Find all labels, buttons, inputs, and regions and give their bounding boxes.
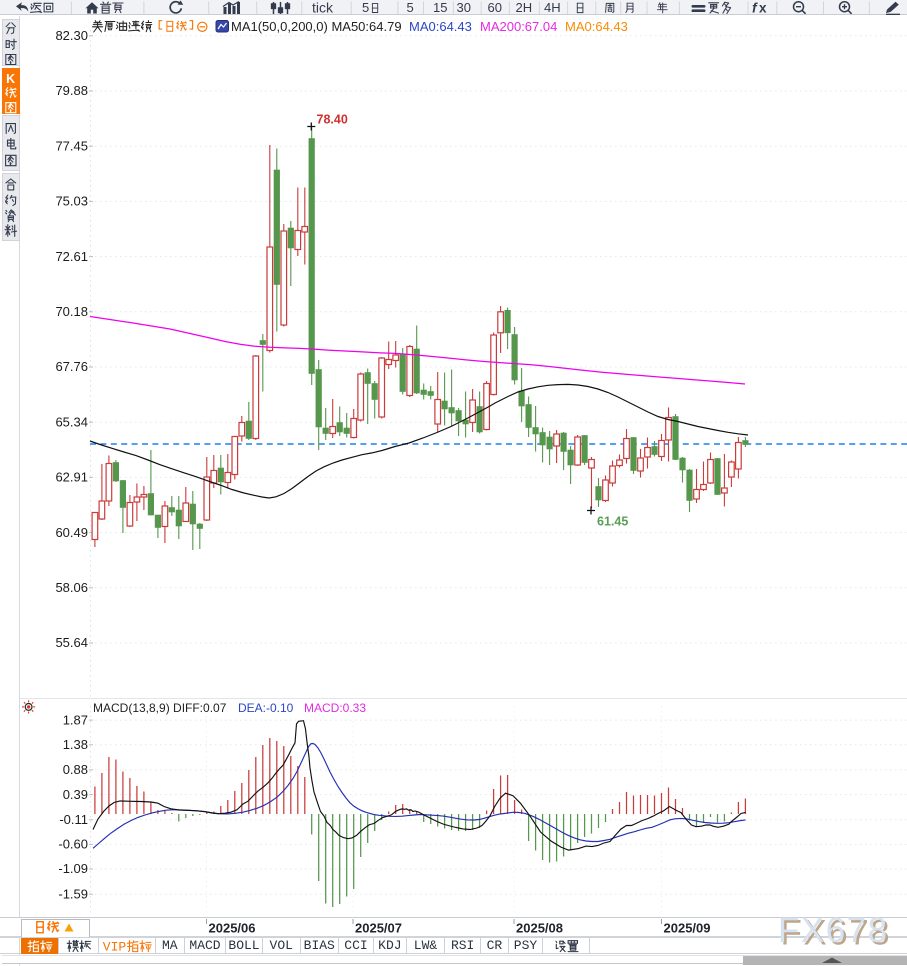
svg-text:f: f [752,0,758,15]
svg-text:2H: 2H [516,0,533,15]
svg-text:0.88: 0.88 [63,762,88,777]
svg-text:DEA:-0.10: DEA:-0.10 [238,701,294,715]
svg-text:2025/07: 2025/07 [355,921,402,936]
svg-text:67.76: 67.76 [55,359,88,374]
svg-text:62.91: 62.91 [55,470,88,485]
svg-text:x: x [759,1,767,16]
svg-text:MACD(13,8,9) DIFF:0.07: MACD(13,8,9) DIFF:0.07 [93,701,227,715]
svg-text:4H: 4H [544,0,561,15]
svg-text:78.40: 78.40 [317,113,348,127]
svg-text:-0.60: -0.60 [58,837,88,852]
svg-text:15: 15 [433,0,447,15]
svg-text:2025/06: 2025/06 [209,921,256,936]
svg-text:2025/08: 2025/08 [516,921,563,936]
svg-text:-1.59: -1.59 [58,886,88,901]
svg-text:65.34: 65.34 [55,414,88,429]
svg-text:55.64: 55.64 [55,635,88,650]
svg-text:61.45: 61.45 [597,515,628,529]
svg-text:30: 30 [457,0,471,15]
svg-text:1.87: 1.87 [63,712,88,727]
svg-text:72.61: 72.61 [55,249,88,264]
svg-text:82.30: 82.30 [55,28,88,43]
svg-text:-1.09: -1.09 [58,861,88,876]
svg-text:MACD:0.33: MACD:0.33 [304,701,366,715]
svg-text:1.38: 1.38 [63,737,88,752]
svg-text:2025/09: 2025/09 [664,921,711,936]
svg-text:-0.11: -0.11 [59,812,88,827]
svg-text:tick: tick [312,0,334,15]
svg-text:MA0:64.43: MA0:64.43 [565,19,628,34]
svg-text:60.49: 60.49 [55,525,88,540]
svg-text:5: 5 [362,0,369,15]
svg-text:MA1(50,0,200,0) MA50:64.79: MA1(50,0,200,0) MA50:64.79 [231,19,402,34]
svg-text:MA0:64.43: MA0:64.43 [409,19,472,34]
svg-text:75.03: 75.03 [55,194,88,209]
svg-text:77.45: 77.45 [55,138,88,153]
svg-text:0.39: 0.39 [63,787,88,802]
svg-text:MA200:67.04: MA200:67.04 [480,19,557,34]
svg-text:5: 5 [407,0,414,15]
svg-text:58.06: 58.06 [55,580,88,595]
svg-text:79.88: 79.88 [55,83,88,98]
svg-text:60: 60 [488,0,502,15]
svg-text:70.18: 70.18 [55,304,88,319]
